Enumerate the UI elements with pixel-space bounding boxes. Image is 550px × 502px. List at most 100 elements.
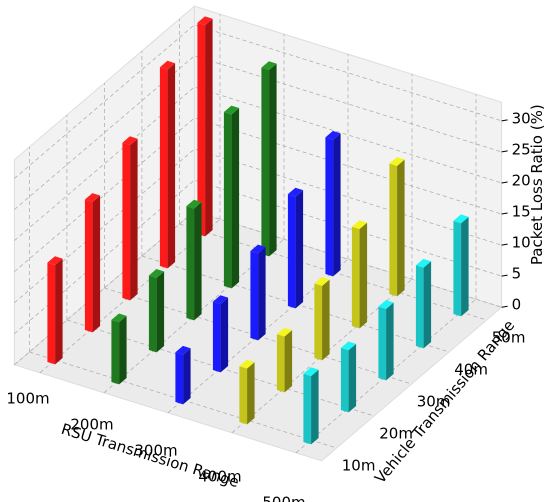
bar <box>111 313 127 385</box>
bar <box>261 61 277 257</box>
z-tick-label: 10 <box>512 234 531 252</box>
bar-top <box>186 199 202 209</box>
bar-front <box>453 220 462 317</box>
floor-grid <box>141 255 450 353</box>
z-axis-title: Packet Loss Ratio (%) <box>528 104 546 265</box>
y-tick-label: 20m <box>379 425 413 443</box>
bar-top <box>159 60 176 70</box>
bar-front <box>159 67 168 269</box>
bar-top <box>122 136 138 146</box>
bar-side <box>156 271 165 353</box>
bar-top <box>287 187 304 197</box>
bar-side <box>295 190 304 309</box>
bar-top <box>175 345 191 355</box>
bar-front <box>303 373 312 445</box>
bar-front <box>186 206 195 321</box>
floor-grid <box>295 298 477 454</box>
bar-top <box>276 327 293 337</box>
bar-side <box>194 202 202 321</box>
bar-side <box>55 258 63 365</box>
bar-front <box>314 283 323 361</box>
bar-top <box>351 220 368 230</box>
bar-front <box>197 22 206 237</box>
x-tick-label: 100m <box>6 389 49 407</box>
bar-side <box>220 297 229 373</box>
bar-top <box>340 341 357 351</box>
bar-top <box>303 367 319 377</box>
z-tick-label: 30 <box>512 109 531 127</box>
x-axis-title: RSU Transmission Range <box>59 420 241 491</box>
bar <box>325 130 341 277</box>
bar-side <box>269 63 277 257</box>
z-tick <box>501 181 508 184</box>
bar-front <box>261 67 270 257</box>
x-tick-label: 400m <box>198 467 241 485</box>
y-tick-label: 50m <box>492 329 526 347</box>
bar-side <box>359 222 368 329</box>
bar-front <box>415 265 424 349</box>
bar-front <box>250 251 259 341</box>
bar <box>250 244 266 341</box>
bar-front <box>325 137 334 277</box>
bar <box>197 16 213 237</box>
bar-top <box>261 61 277 71</box>
bar-front <box>47 262 56 365</box>
bar-front <box>122 142 131 301</box>
bar <box>351 220 368 329</box>
y-tick-label: 30m <box>417 393 451 411</box>
bar-front <box>148 275 157 353</box>
bar-top <box>325 130 341 140</box>
z-tick <box>501 243 508 246</box>
y-tick-label: 40m <box>454 361 488 379</box>
bar-side <box>397 159 405 297</box>
bar <box>314 277 330 361</box>
floor-grid <box>66 319 375 417</box>
bar-top <box>453 214 469 224</box>
bar <box>122 136 138 301</box>
bar-side <box>130 138 138 301</box>
bar-side <box>333 133 341 277</box>
bar-top <box>197 16 213 26</box>
bar-side <box>231 108 240 289</box>
bar-top <box>250 244 266 254</box>
bar-top <box>415 258 432 268</box>
x-tick-label: 500m <box>262 493 305 502</box>
y-tick-label: 10m <box>342 457 376 475</box>
z-tick <box>501 305 508 308</box>
bar-front <box>287 194 296 309</box>
bar-front <box>276 334 285 393</box>
bar <box>175 345 191 405</box>
bar-side <box>183 348 191 405</box>
bar-front <box>389 163 398 297</box>
z-tick <box>501 212 508 215</box>
bar-side <box>423 261 432 349</box>
bar-top <box>111 313 127 323</box>
bar <box>340 341 357 413</box>
bar-front <box>340 347 349 413</box>
bar-side <box>284 330 293 393</box>
bar-side <box>247 362 255 425</box>
bar-side <box>167 63 176 269</box>
bar <box>453 214 469 317</box>
z-tick-label: 0 <box>512 296 522 314</box>
bar <box>303 367 319 445</box>
bar-side <box>461 216 469 317</box>
z-tick <box>501 119 508 122</box>
bar <box>239 359 255 425</box>
bar-top <box>47 256 63 266</box>
bar-side <box>258 247 266 341</box>
bar-front <box>223 112 232 289</box>
bar-front <box>84 199 93 333</box>
bar-front <box>111 319 120 385</box>
bar-front <box>351 226 360 329</box>
bar-top <box>389 157 405 166</box>
bar <box>223 105 240 289</box>
bar <box>415 258 432 349</box>
bar <box>47 256 63 365</box>
bar-side <box>348 343 357 413</box>
bar <box>287 187 304 309</box>
floor-grid <box>29 351 337 449</box>
bar <box>186 199 202 321</box>
grid-line <box>14 86 502 241</box>
